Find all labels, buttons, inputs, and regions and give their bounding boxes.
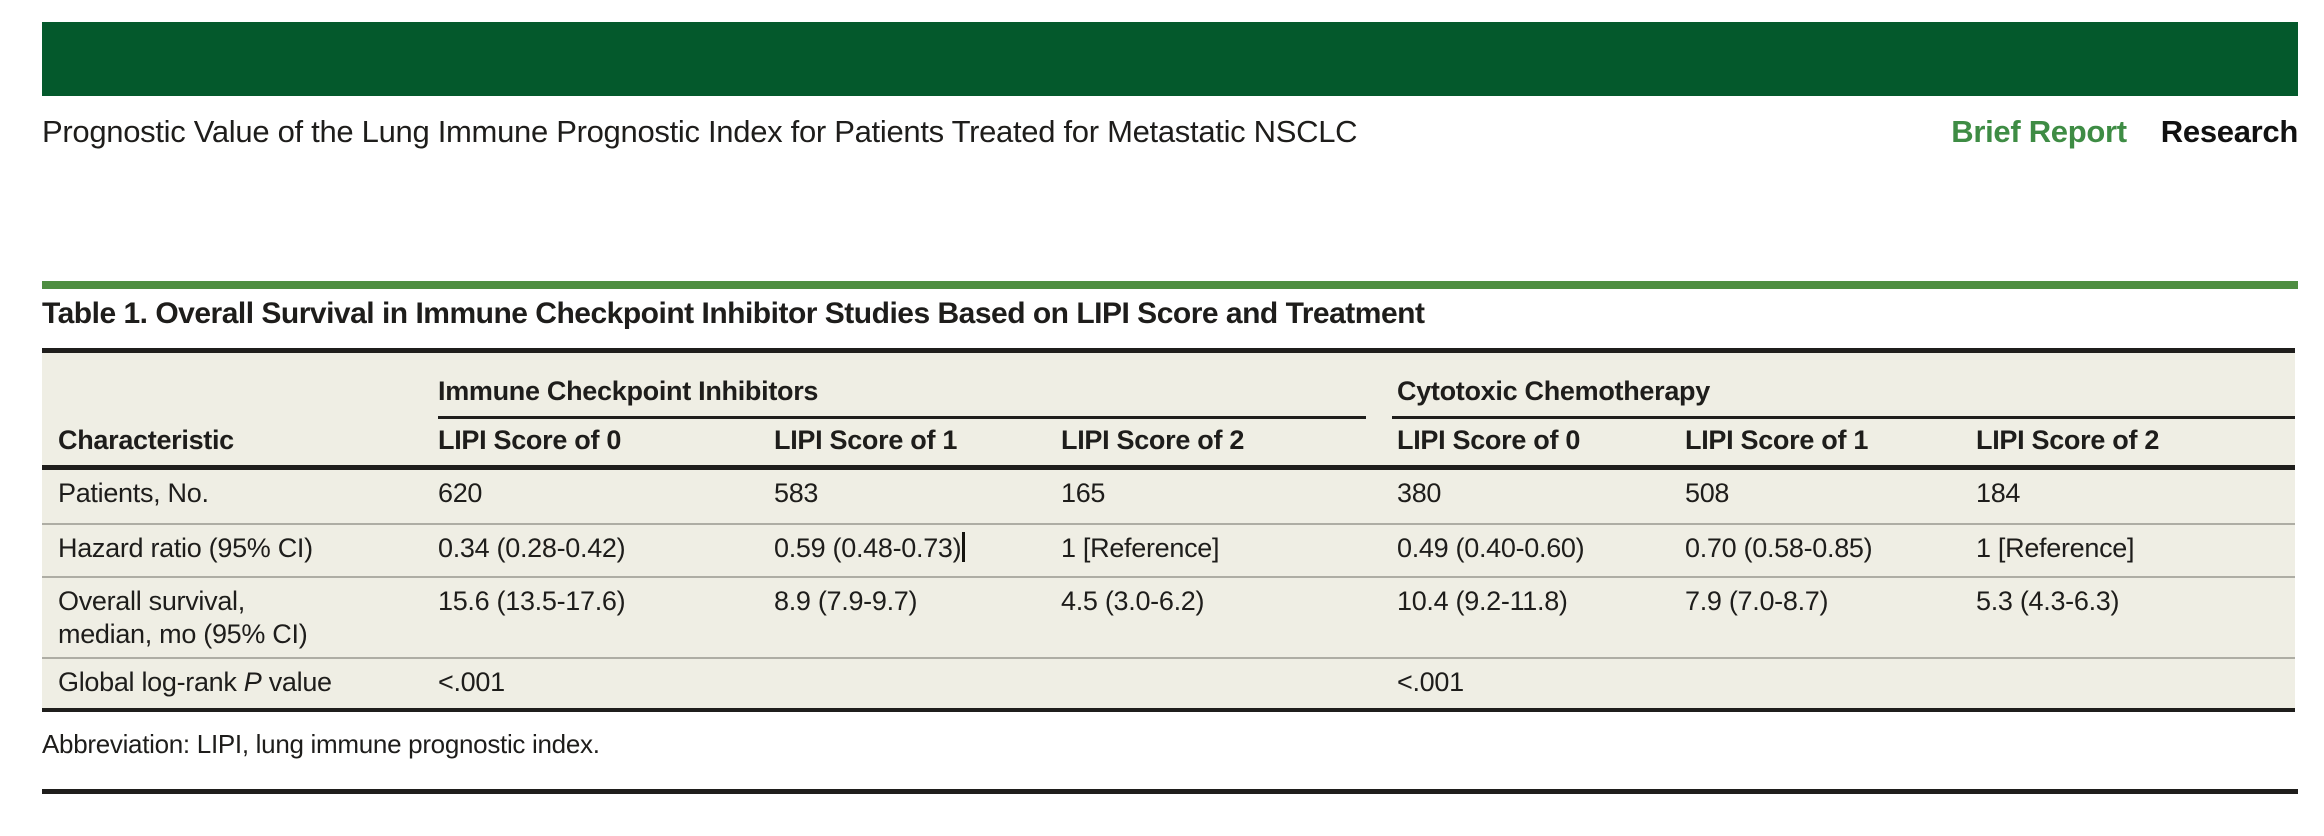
table-row-hazard-ratio: Hazard ratio (95% CI) 0.34 (0.28-0.42) 0…: [42, 523, 2295, 576]
column-header-chemo-lipi-2: LIPI Score of 2: [1976, 425, 2160, 455]
bottom-rule: [42, 789, 2298, 794]
group-header-label: Cytotoxic Chemotherapy: [1397, 376, 1710, 406]
table-footnote: Abbreviation: LIPI, lung immune prognost…: [42, 729, 600, 759]
group-underline: [438, 416, 1366, 419]
column-header-ici-lipi-1: LIPI Score of 1: [774, 425, 958, 455]
table-cell: 0.70 (0.58-0.85): [1685, 533, 1873, 563]
table-cell: 583: [774, 478, 819, 508]
column-header-characteristic: Characteristic: [58, 425, 234, 455]
table-body: Patients, No. 620 583 165 380 508 184 Ha…: [42, 470, 2295, 712]
table-cell: 10.4 (9.2-11.8): [1397, 586, 1568, 616]
table-row-overall-survival: Overall survival, median, mo (95% CI) 15…: [42, 576, 2295, 657]
group-header-cytotoxic-chemotherapy: Cytotoxic Chemotherapy: [1390, 353, 2295, 419]
table-row-patients: Patients, No. 620 583 165 380 508 184: [42, 470, 2295, 523]
cell-value: 0.59 (0.48-0.73): [774, 533, 962, 563]
table-cell: 620: [438, 478, 483, 508]
table-cell: 0.34 (0.28-0.42): [438, 533, 626, 563]
header-labels: Brief Report Research: [1951, 110, 2298, 154]
row-label: Patients, No.: [58, 478, 209, 508]
table-cell: [1969, 659, 2295, 708]
page-header: Prognostic Value of the Lung Immune Prog…: [42, 110, 2298, 154]
row-label-italic-p: P: [243, 667, 262, 697]
column-header-ici-lipi-0: LIPI Score of 0: [438, 425, 622, 455]
table-cell: [1678, 659, 1969, 708]
table-cell: <.001: [438, 667, 505, 697]
row-label-line2: median, mo (95% CI): [58, 619, 308, 649]
table-cell: 380: [1397, 478, 1442, 508]
table-cell: 184: [1976, 478, 2021, 508]
group-underline: [1392, 416, 2295, 419]
column-header-chemo-lipi-1: LIPI Score of 1: [1685, 425, 1869, 455]
table-cell: 1 [Reference]: [1061, 533, 1220, 563]
table-cell: 4.5 (3.0-6.2): [1061, 586, 1205, 616]
table-cell: 7.9 (7.0-8.7): [1685, 586, 1829, 616]
running-title: Prognostic Value of the Lung Immune Prog…: [42, 114, 1358, 149]
table-cell: 0.59 (0.48-0.73): [767, 525, 1054, 576]
column-header-ici-lipi-2: LIPI Score of 2: [1061, 425, 1245, 455]
group-header-label: Immune Checkpoint Inhibitors: [438, 376, 819, 406]
table-cell: [767, 659, 1054, 708]
row-label-line1: Overall survival,: [58, 586, 245, 616]
journal-banner: [42, 22, 2298, 96]
table-cell: <.001: [1397, 667, 1464, 697]
section-label: Research: [2160, 114, 2299, 149]
table-cell: 0.49 (0.40-0.60): [1397, 533, 1585, 563]
row-label-suffix: value: [261, 667, 332, 697]
table-cell: 165: [1061, 478, 1106, 508]
accent-rule: [42, 281, 2298, 289]
group-header-immune-checkpoint-inhibitors: Immune Checkpoint Inhibitors: [431, 353, 1390, 419]
table-title: Table 1. Overall Survival in Immune Chec…: [42, 297, 1425, 330]
table: Characteristic Immune Checkpoint Inhibit…: [42, 348, 2295, 712]
article-type-label: Brief Report: [1951, 114, 2127, 149]
table-cell: 5.3 (4.3-6.3): [1976, 586, 2120, 616]
row-label: Global log-rank P value: [42, 659, 431, 708]
table-cell: 1 [Reference]: [1976, 533, 2135, 563]
table-cell: 15.6 (13.5-17.6): [438, 586, 626, 616]
table-cell: 508: [1685, 478, 1730, 508]
row-label: Overall survival, median, mo (95% CI): [42, 578, 431, 657]
table-header: Characteristic Immune Checkpoint Inhibit…: [42, 348, 2295, 470]
table-cell: 8.9 (7.9-9.7): [774, 586, 918, 616]
row-label-prefix: Global log-rank: [58, 667, 244, 697]
table-cell: [1054, 659, 1390, 708]
table-row-global-log-rank: Global log-rank P value <.001 <.001: [42, 657, 2295, 708]
row-label: Hazard ratio (95% CI): [58, 533, 313, 563]
text-cursor: [962, 532, 966, 562]
column-header-chemo-lipi-0: LIPI Score of 0: [1397, 425, 1581, 455]
